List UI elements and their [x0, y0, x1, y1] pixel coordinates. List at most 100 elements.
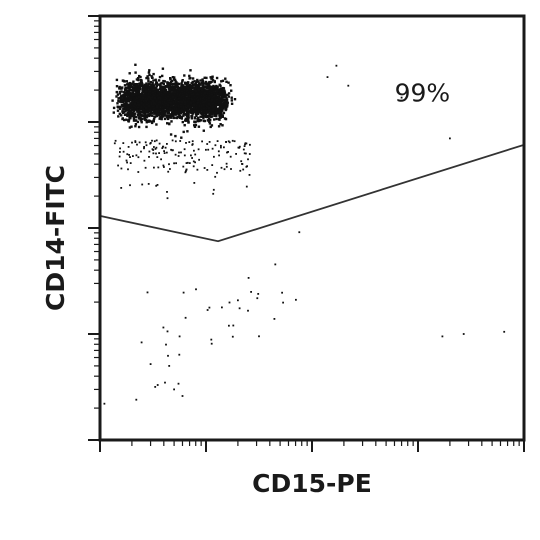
scatter-point — [149, 80, 153, 84]
scatter-point — [161, 100, 164, 103]
scatter-point — [127, 168, 129, 171]
scatter-point — [155, 109, 158, 112]
scatter-point — [128, 126, 132, 129]
scatter-point — [140, 341, 143, 344]
scatter-point — [170, 148, 172, 151]
scatter-point — [120, 114, 123, 117]
scatter-point — [208, 122, 212, 125]
scatter-point — [166, 81, 170, 85]
scatter-point — [148, 85, 151, 88]
scatter-point — [189, 69, 192, 72]
scatter-point — [175, 162, 177, 165]
scatter-point — [230, 96, 233, 99]
scatter-point — [129, 88, 133, 92]
scatter-point — [121, 117, 124, 120]
scatter-point — [228, 324, 230, 327]
scatter-point — [247, 309, 249, 312]
scatter-point — [166, 143, 168, 145]
scatter-point — [214, 92, 218, 96]
scatter-point — [219, 123, 222, 126]
scatter-point — [164, 114, 167, 117]
scatter-point — [128, 117, 131, 120]
scatter-point — [282, 301, 284, 304]
scatter-point — [167, 170, 170, 173]
scatter-point — [243, 152, 246, 155]
scatter-point — [175, 99, 178, 102]
scatter-point — [163, 101, 166, 104]
scatter-point — [158, 100, 162, 103]
scatter-point — [141, 117, 144, 121]
scatter-point — [130, 108, 134, 112]
scatter-point — [172, 90, 175, 94]
scatter-point — [151, 99, 155, 102]
scatter-point — [203, 115, 206, 118]
scatter-point — [238, 146, 241, 149]
scatter-point — [217, 96, 220, 99]
scatter-point — [165, 110, 168, 113]
scatter-point — [165, 96, 168, 99]
scatter-point — [174, 105, 177, 108]
scatter-point — [225, 165, 228, 168]
scatter-point — [191, 157, 193, 159]
scatter-point — [193, 125, 197, 128]
scatter-point — [233, 140, 236, 143]
scatter-point — [198, 158, 200, 161]
scatter-point — [156, 184, 159, 186]
scatter-point — [153, 140, 156, 143]
scatter-point — [226, 151, 228, 154]
scatter-point — [175, 113, 178, 116]
scatter-point — [128, 154, 130, 156]
scatter-point — [224, 102, 228, 105]
scatter-point — [198, 106, 201, 109]
scatter-point — [121, 105, 124, 108]
scatter-point — [173, 92, 176, 96]
scatter-point — [223, 168, 226, 171]
scatter-point — [157, 96, 160, 100]
scatter-point — [168, 365, 171, 367]
scatter-point — [154, 78, 157, 81]
scatter-point — [220, 107, 223, 110]
scatter-point — [124, 99, 127, 103]
scatter-point — [118, 105, 122, 109]
scatter-point — [179, 103, 183, 106]
scatter-point — [179, 91, 182, 94]
scatter-point — [197, 88, 201, 92]
scatter-point — [127, 91, 130, 94]
scatter-point — [146, 75, 149, 78]
scatter-point — [242, 168, 245, 171]
scatter-point — [184, 117, 187, 120]
scatter-point — [138, 74, 141, 78]
scatter-point — [180, 117, 183, 120]
scatter-point — [118, 92, 122, 95]
scatter-point — [141, 97, 144, 100]
scatter-point — [175, 84, 179, 87]
scatter-point — [189, 107, 192, 110]
scatter-point — [172, 111, 175, 115]
scatter-point — [136, 120, 140, 124]
scatter-point — [155, 99, 158, 103]
scatter-point — [197, 93, 200, 96]
scatter-point — [218, 154, 220, 157]
scatter-point — [142, 88, 145, 91]
scatter-point — [177, 88, 180, 92]
scatter-point — [197, 85, 200, 88]
scatter-point — [155, 89, 158, 93]
scatter-point — [192, 110, 196, 113]
scatter-point — [232, 324, 235, 327]
scatter-point — [177, 101, 180, 105]
scatter-point — [149, 102, 152, 105]
scatter-point — [224, 77, 227, 80]
scatter-point — [170, 104, 174, 107]
scatter-point — [176, 100, 179, 103]
scatter-point — [194, 86, 197, 90]
scatter-point — [143, 146, 145, 148]
scatter-point — [249, 143, 251, 146]
scatter-point — [195, 288, 197, 291]
scatter-point — [138, 86, 141, 89]
scatter-point — [185, 114, 189, 118]
scatter-point — [247, 277, 250, 279]
scatter-point — [138, 106, 141, 109]
scatter-point — [217, 100, 220, 103]
scatter-point — [182, 98, 185, 101]
scatter-point — [197, 125, 201, 128]
